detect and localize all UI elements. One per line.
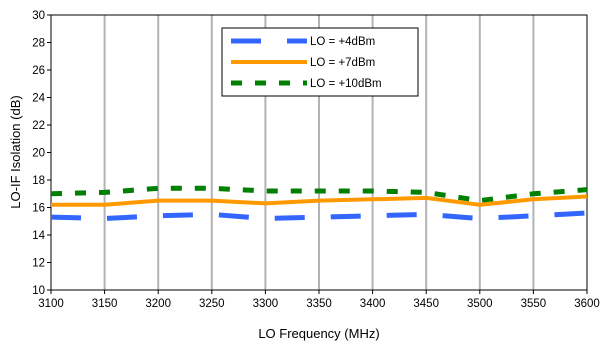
x-tick-label: 3250 [199, 298, 225, 310]
x-tick-label: 3150 [92, 298, 118, 310]
y-axis-title: LO-IF Isolation (dB) [8, 95, 23, 208]
y-tick-label: 20 [32, 148, 45, 160]
y-tick-label: 30 [32, 10, 45, 22]
x-tick-label: 3600 [574, 298, 600, 310]
x-axis-title: LO Frequency (MHz) [258, 326, 379, 341]
legend-label: LO = +4dBm [310, 36, 375, 48]
x-tick-label: 3200 [145, 298, 171, 310]
x-tick-label: 3450 [413, 298, 439, 310]
series-lines [50, 185, 588, 221]
y-tick-label: 22 [32, 120, 45, 132]
series-line [51, 194, 588, 207]
x-tick-label: 3350 [306, 298, 332, 310]
y-tick-label: 12 [32, 258, 45, 270]
x-tick-label: 3300 [253, 298, 279, 310]
y-tick-label: 18 [32, 175, 45, 187]
y-tick-label: 10 [32, 285, 45, 297]
y-tick-label: 14 [32, 230, 45, 242]
axis-ticks: 10 12 14 16 18 20 22 24 26 28 30 3100 3150 3200 3250 33… [32, 10, 600, 310]
y-tick-label: 26 [32, 65, 45, 77]
x-tick-label: 3400 [360, 298, 386, 310]
y-tick-label: 24 [32, 93, 45, 105]
x-tick-label: 3100 [38, 298, 64, 310]
legend-label: LO = +7dBm [310, 57, 375, 69]
x-tick-label: 3550 [521, 298, 547, 310]
legend: LO = +4dBm LO = +7dBm LO = +10dBm [221, 27, 419, 97]
legend-label: LO = +10dBm [310, 78, 382, 90]
x-tick-label: 3500 [467, 298, 493, 310]
y-tick-label: 16 [32, 203, 45, 215]
y-tick-label: 28 [32, 38, 45, 50]
series-line [50, 185, 588, 204]
